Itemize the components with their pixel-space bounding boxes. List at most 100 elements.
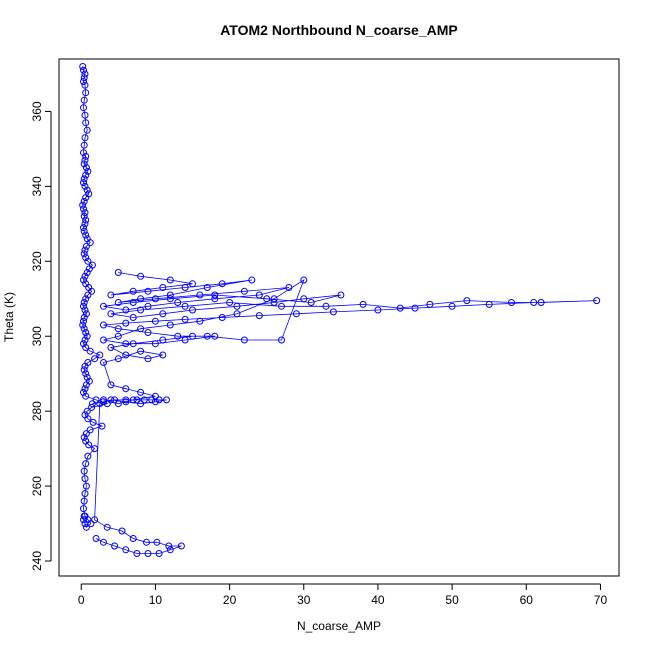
data-point [80,197,88,205]
data-point [84,415,92,423]
data-point [80,160,88,168]
data-point [80,276,87,284]
data-point [211,332,219,340]
data-point [79,63,87,70]
data-point [111,542,119,550]
data-point [82,152,90,160]
data-point [86,239,94,247]
data-point [80,325,88,333]
data-point [181,315,189,323]
data-point [240,336,248,344]
data-point [122,546,130,554]
data-point [82,430,90,438]
data-point [80,78,87,85]
x-tick-label: 40 [371,593,385,607]
data-point [359,300,367,308]
data-point [270,295,278,303]
series-line [82,66,109,528]
data-point [96,400,104,408]
data-point [137,388,145,396]
data-point [137,347,145,355]
y-tick-label: 240 [30,551,44,571]
data-point [322,302,330,310]
data-point [307,299,315,306]
data-point [82,164,90,172]
series-line [92,399,182,554]
data-point [155,550,163,557]
data-point [81,520,89,528]
data-point [80,104,87,112]
data-point [100,359,107,366]
data-point [83,186,91,194]
data-point [107,396,115,404]
x-tick-label: 30 [297,593,311,607]
data-point [114,325,122,333]
data-point [137,400,145,408]
data-point [82,89,90,97]
data-point [82,523,90,531]
x-tick-label: 50 [445,593,459,607]
data-point [122,340,130,348]
data-point [83,407,91,415]
data-point [80,224,87,232]
data-point [81,209,89,217]
data-point [81,475,89,483]
data-point [81,362,89,370]
data-point [148,396,156,404]
data-point [100,321,107,329]
data-point [137,295,145,303]
data-point [248,276,256,284]
data-point [166,546,174,554]
data-point [114,299,122,306]
data-point [144,329,152,336]
data-point [166,291,174,299]
data-point [159,310,167,318]
data-point [80,433,88,441]
data-point [151,398,159,406]
data-point [114,332,122,340]
data-point [85,441,93,449]
data-point [396,304,404,312]
data-point [85,265,93,273]
data-point [285,284,293,291]
data-point [80,205,87,213]
data-point [233,310,241,318]
data-point [84,291,92,299]
y-tick-label: 260 [30,476,44,496]
data-point [278,302,285,310]
data-point [181,284,189,291]
data-point [100,398,107,406]
data-point [80,141,88,149]
data-point [82,392,90,400]
data-point [151,317,159,325]
data-point [82,482,90,490]
data-point [218,280,226,288]
data-point [81,220,89,228]
data-point [84,257,92,265]
data-point [81,272,89,280]
series-line [102,272,597,405]
data-point [211,295,219,303]
data-point [270,299,278,306]
data-point [81,70,89,78]
data-point [137,306,145,314]
data-point [530,299,538,306]
data-point [165,542,173,550]
data-point [122,319,130,327]
data-point [485,300,493,308]
data-point [92,535,100,542]
data-point [82,254,90,262]
data-point [508,299,515,306]
data-point [82,370,90,378]
data-point [88,287,96,295]
y-axis: 240 260 280 300 320 340 360 [30,101,52,571]
data-point [233,302,241,310]
data-point [166,276,174,284]
data-point [80,175,88,183]
data-point [300,295,308,303]
data-point [155,396,163,404]
data-point [80,467,88,475]
data-point [80,505,87,513]
data-point [166,295,174,303]
